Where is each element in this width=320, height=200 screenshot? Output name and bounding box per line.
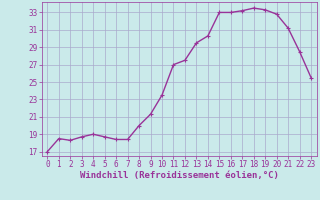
- X-axis label: Windchill (Refroidissement éolien,°C): Windchill (Refroidissement éolien,°C): [80, 171, 279, 180]
